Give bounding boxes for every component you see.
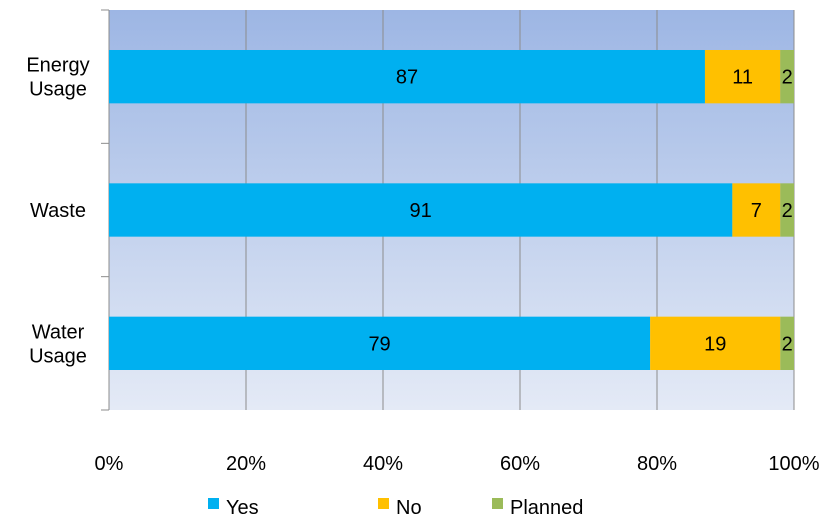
data-label: 91: [410, 200, 432, 222]
data-label: 79: [368, 333, 390, 355]
category-labels: Energy Usage Waste Water Usage: [26, 55, 89, 368]
bar-segment-yes: [109, 316, 651, 370]
data-label: 2: [782, 67, 793, 89]
x-tick-label: 40%: [363, 453, 403, 475]
x-tick-label: 60%: [500, 453, 540, 475]
x-tick-label: 80%: [637, 453, 677, 475]
legend-label-planned: Planned: [510, 497, 583, 519]
data-label: 87: [396, 67, 418, 89]
bar-segment-yes: [109, 183, 733, 237]
bars: 87 11 291 7 279 19 2: [109, 50, 794, 370]
x-tick-label: 0%: [95, 453, 124, 475]
bar-segment-no: [650, 316, 781, 370]
x-tick-labels: 0% 20% 40% 60% 80% 100%: [95, 453, 820, 475]
data-label: 2: [782, 200, 793, 222]
x-tick-label: 100%: [768, 453, 819, 475]
legend-swatch-yes: [208, 498, 219, 509]
category-label: Waste: [30, 200, 86, 222]
bar-segment-yes: [109, 50, 705, 104]
bar-segment-planned: [780, 316, 794, 370]
data-label: 11: [732, 67, 753, 89]
legend-label-no: No: [396, 497, 422, 519]
bar-segment-no: [704, 50, 781, 104]
data-label: 2: [782, 333, 793, 355]
legend: Yes No Planned: [208, 497, 583, 519]
y-axis: [101, 9, 110, 411]
x-tick-label: 20%: [226, 453, 266, 475]
data-label: 19: [704, 333, 726, 355]
bar-segment-planned: [780, 183, 794, 237]
bar-segment-no: [732, 183, 781, 237]
data-label: 7: [751, 200, 762, 222]
legend-swatch-planned: [492, 498, 503, 509]
bar-segment-planned: [780, 50, 794, 104]
legend-label-yes: Yes: [226, 497, 259, 519]
category-label: Energy Usage: [26, 55, 89, 101]
category-label: Water Usage: [29, 321, 87, 367]
legend-swatch-no: [378, 498, 389, 509]
